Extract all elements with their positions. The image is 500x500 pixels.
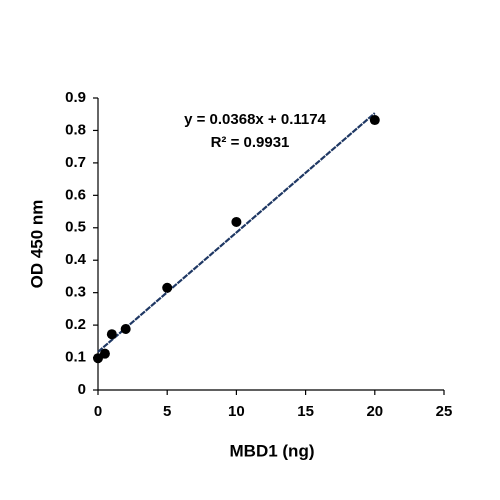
y-tick-label: 0.1 — [65, 349, 86, 366]
y-tick-label: 0.4 — [65, 251, 87, 268]
data-point — [99, 348, 110, 359]
x-tick-label: 15 — [297, 403, 314, 420]
data-point — [162, 282, 173, 293]
data-point — [369, 115, 380, 126]
r-squared: R² = 0.9931 — [211, 134, 290, 151]
y-tick-label: 0 — [78, 381, 86, 398]
trendline — [97, 112, 376, 353]
data-point — [120, 324, 131, 335]
x-tick-label: 20 — [366, 403, 383, 420]
x-tick-label: 0 — [94, 403, 102, 420]
y-tick-label: 0.5 — [65, 219, 86, 236]
y-axis-title: OD 450 nm — [27, 200, 46, 289]
y-tick-label: 0.6 — [65, 186, 86, 203]
equation: y = 0.0368x + 0.1174 — [184, 111, 326, 128]
y-tick-label: 0.2 — [65, 316, 86, 333]
y-tick-label: 0.9 — [65, 89, 86, 106]
data-point — [106, 329, 117, 340]
y-tick-label: 0.8 — [65, 121, 86, 138]
x-tick-label: 25 — [436, 403, 453, 420]
x-axis-title: MBD1 (ng) — [230, 441, 315, 460]
x-tick-label: 10 — [228, 403, 245, 420]
data-point — [231, 216, 242, 227]
x-tick-label: 5 — [163, 403, 171, 420]
y-tick-label: 0.7 — [65, 154, 86, 171]
y-tick-label: 0.3 — [65, 284, 86, 301]
